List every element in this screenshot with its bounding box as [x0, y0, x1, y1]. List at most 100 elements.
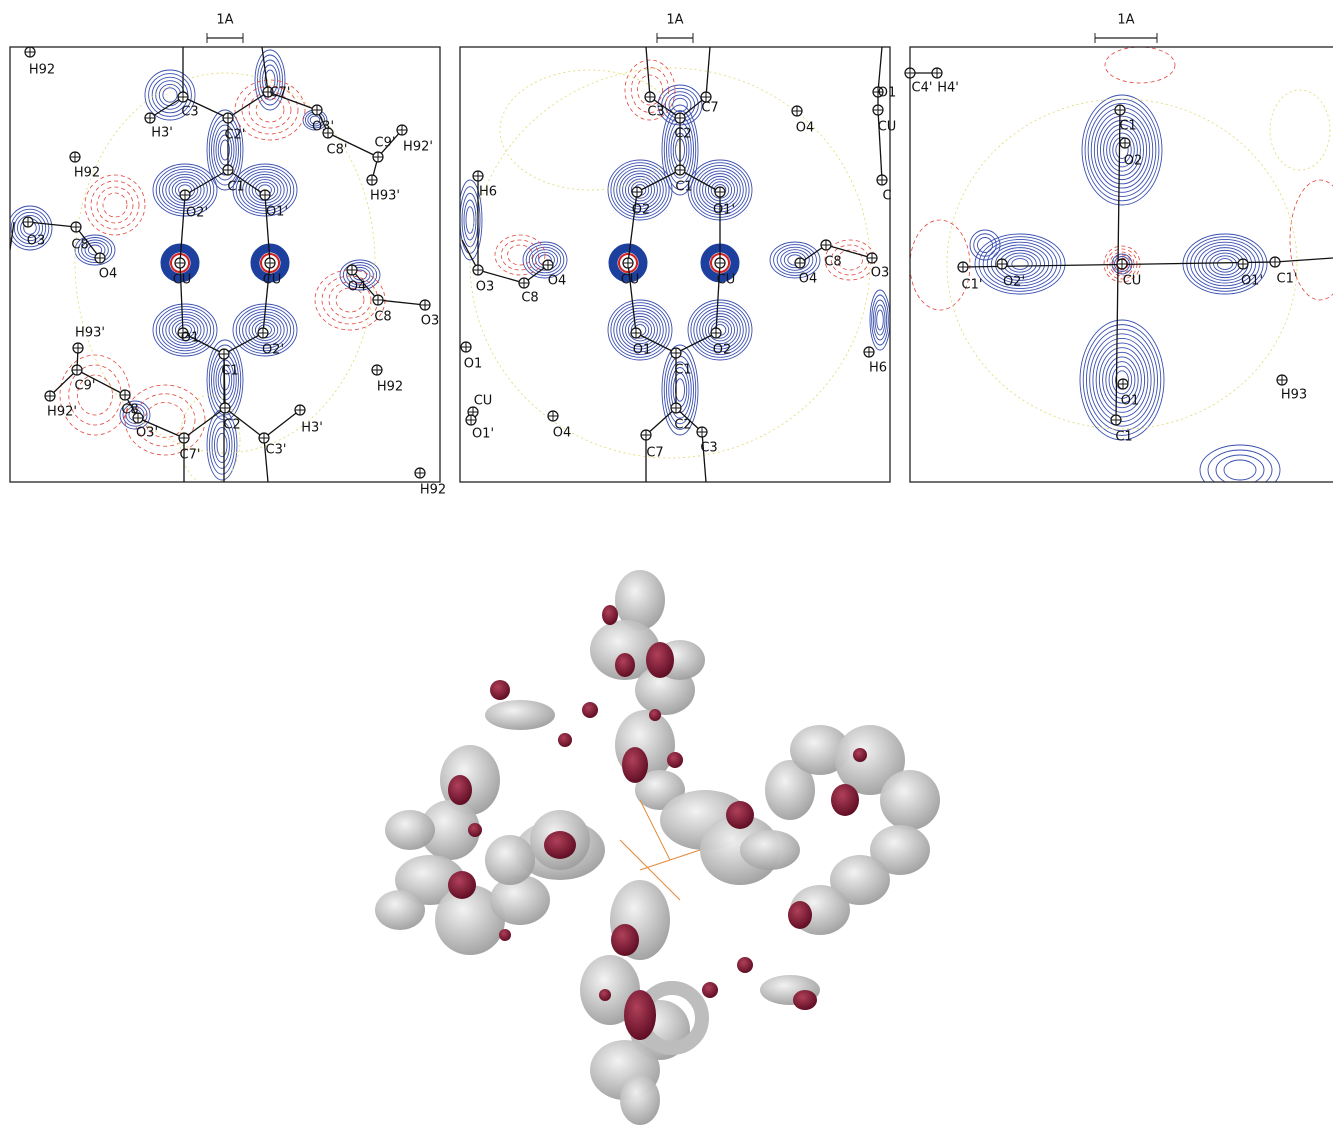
atom-label: O4 — [99, 267, 118, 282]
atom-label: CU — [1123, 274, 1142, 289]
atom-label: C7' — [180, 448, 201, 463]
positive-lobe — [448, 775, 472, 805]
atom-label: C8 — [71, 238, 88, 253]
atom-label: O1 — [878, 86, 897, 101]
positive-lobe — [490, 680, 510, 700]
atom-label: C3' — [266, 443, 287, 458]
contour-line — [526, 245, 564, 276]
atom-label: H6 — [479, 185, 497, 200]
atom-label: C — [882, 189, 891, 204]
atom-label: O2' — [1003, 275, 1025, 290]
atom-label: C2 — [674, 418, 691, 433]
contour-line — [1217, 259, 1232, 270]
atom-label: C1 — [674, 363, 691, 378]
positive-lobe — [615, 653, 635, 677]
positive-lobe — [831, 784, 859, 816]
atom-label: C2 — [223, 418, 240, 433]
positive-lobe — [726, 801, 754, 829]
contour-line — [676, 379, 685, 402]
bond — [646, 47, 650, 97]
atom-label: O4 — [553, 426, 572, 441]
bond — [646, 408, 676, 435]
atom-label: O4 — [799, 272, 818, 287]
positive-lobe — [853, 748, 867, 762]
atom-label: O4 — [348, 280, 367, 295]
atom-label: O1 — [633, 343, 652, 358]
atom-label: C8 — [521, 291, 538, 306]
positive-lobe — [667, 752, 683, 768]
atom-label: H92 — [420, 483, 446, 498]
contour-line — [1270, 90, 1330, 170]
contour-line — [1004, 253, 1037, 275]
atom-label: O3' — [136, 426, 158, 441]
positive-lobe — [468, 823, 482, 837]
atom-label: H92 — [74, 166, 100, 181]
contour-line — [1200, 445, 1280, 495]
atom-label: CU — [173, 273, 192, 288]
isosurface-lobe — [375, 890, 425, 930]
contour-line — [466, 207, 474, 234]
contour-line — [872, 295, 889, 345]
contour-line — [1210, 253, 1241, 275]
atom-label: H93' — [75, 326, 105, 341]
atom-label: C4' — [912, 81, 933, 96]
atom-label: C1' — [1277, 272, 1298, 287]
atom-label: CU — [474, 394, 493, 409]
bond-stick — [640, 850, 700, 870]
scale-label: 1A — [666, 13, 683, 28]
atom-label: O3 — [871, 266, 890, 281]
contour-line — [97, 187, 133, 223]
positive-lobe — [611, 924, 639, 956]
atom-label: C3 — [181, 105, 198, 120]
atom-label: CU — [717, 273, 736, 288]
bond — [637, 170, 680, 192]
isosurface-lobe — [740, 830, 800, 870]
atom-label: O2 — [1124, 154, 1143, 169]
atom-label: H6 — [869, 361, 887, 376]
positive-lobe — [793, 990, 817, 1010]
positive-lobe — [702, 982, 718, 998]
atom-label: O1' — [266, 205, 288, 220]
contour-line — [777, 247, 813, 273]
contour-line — [1224, 460, 1256, 480]
positive-lobe — [599, 989, 611, 1001]
atom-label: C1 — [675, 180, 692, 195]
atom-label: C3 — [700, 441, 717, 456]
bond — [50, 370, 77, 396]
atom-label: O2 — [713, 343, 732, 358]
positive-lobe — [448, 871, 476, 899]
contour-line — [85, 175, 145, 235]
isosurface-render — [375, 570, 940, 1125]
atom-label: O1 — [1121, 394, 1140, 409]
contour-layer — [8, 47, 1333, 495]
contour-line — [1105, 47, 1175, 83]
scale-label: 1A — [216, 13, 233, 28]
atom-label: C1' — [962, 278, 983, 293]
positive-lobe — [649, 709, 661, 721]
positive-lobe — [646, 642, 674, 678]
isosurface-lobe — [485, 700, 555, 730]
atom-label: C8 — [374, 310, 391, 325]
atom-label: O2 — [632, 203, 651, 218]
atom-label: C2 — [674, 127, 691, 142]
atom-label: O1' — [472, 427, 494, 442]
frames: 1AH92C3C7'O3'H3'C2'C9'H92'C8'H92C1H93'O2… — [10, 13, 1333, 498]
figure: 1AH92C3C7'O3'H3'C2'C9'H92'C8'H92C1H93'O2… — [0, 0, 1333, 1135]
atom-label: O1 — [181, 331, 200, 346]
atom-label: H92 — [29, 63, 55, 78]
contour-line — [1012, 259, 1028, 270]
scale-label: 1A — [1117, 13, 1134, 28]
atom-label: H4' — [937, 81, 959, 96]
page: 1AH92C3C7'O3'H3'C2'C9'H92'C8'H92C1H93'O2… — [0, 0, 1333, 1135]
positive-lobe — [788, 901, 812, 929]
atom-label: C7' — [270, 86, 291, 101]
atom-label: C1 — [227, 180, 244, 195]
bond — [1275, 258, 1333, 262]
atom-label: CU — [878, 120, 897, 135]
atom-label: O3 — [27, 234, 46, 249]
atom-label: O2' — [262, 343, 284, 358]
atom-label: C7 — [646, 446, 663, 461]
contour-line — [1216, 455, 1264, 485]
atom-label: C7 — [701, 101, 718, 116]
isosurface-lobe — [485, 835, 535, 885]
